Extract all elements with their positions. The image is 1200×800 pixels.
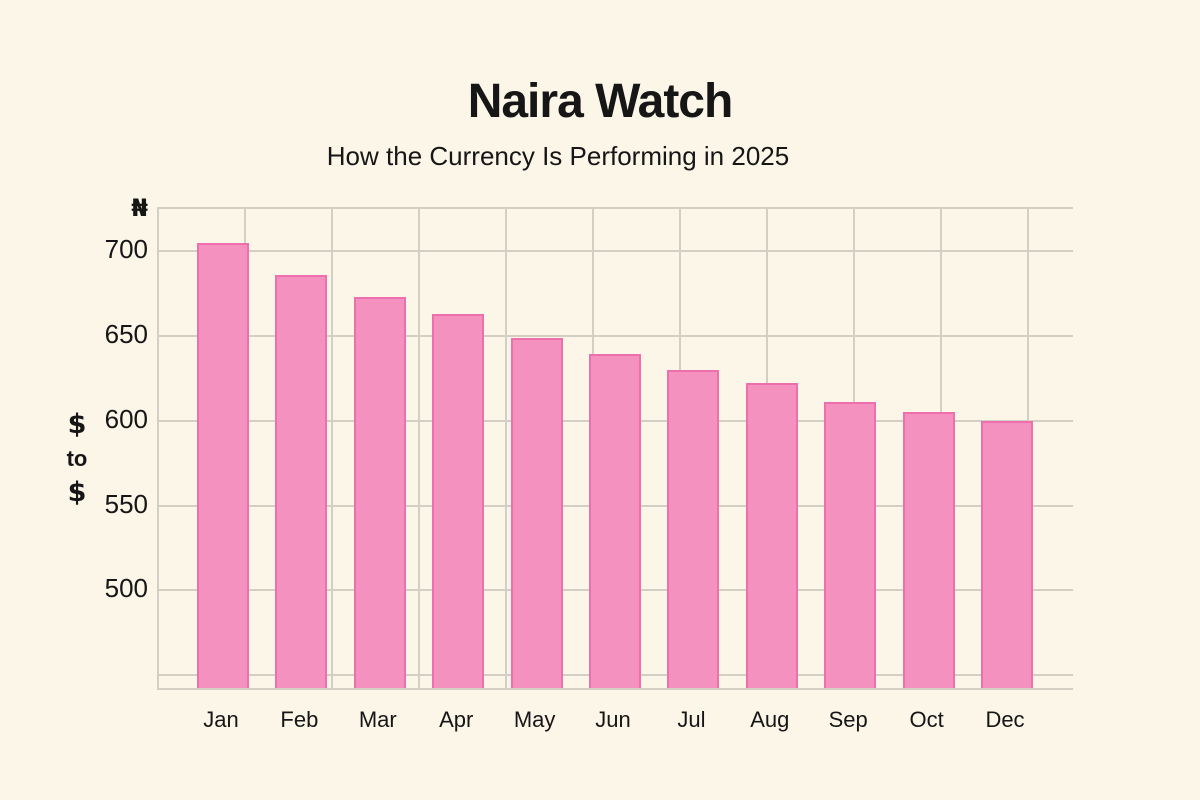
bar-apr (432, 313, 485, 688)
bar-jan (197, 242, 249, 688)
bar-may (510, 337, 563, 688)
y-tick-label-500: 500 (104, 573, 148, 604)
y-axis-label-to: to (66, 446, 88, 471)
naira-currency-unit-label: ₦ (131, 194, 148, 222)
x-tick-label-may: May (513, 707, 556, 732)
h-gridline-650 (159, 335, 1073, 338)
h-gridline-700 (159, 250, 1073, 253)
x-tick-label-jun: Jun (595, 707, 631, 732)
y-tick-label-550: 550 (104, 488, 148, 519)
y-tick-label-700: 700 (104, 234, 148, 265)
bar-dec (981, 420, 1033, 688)
y-axis-label-dollar-top: $ (67, 409, 87, 440)
bar-feb (275, 274, 328, 688)
x-tick-label-apr: Apr (439, 707, 474, 732)
v-gridline-2 (331, 209, 333, 688)
bar-oct (902, 412, 955, 688)
x-tick-label-dec: Dec (985, 707, 1025, 732)
x-tick-label-mar: Mar (358, 707, 397, 732)
y-tick-label-600: 600 (104, 403, 148, 434)
v-gridline-4 (505, 209, 507, 688)
y-axis-label: $ to $ (48, 407, 106, 511)
y-axis-label-dollar-bottom: $ (67, 477, 87, 508)
x-tick-label-jan: Jan (203, 707, 239, 732)
x-tick-label-feb: Feb (280, 707, 319, 732)
bar-jun (589, 354, 641, 688)
v-gridline-3 (418, 209, 420, 688)
y-tick-label-650: 650 (104, 319, 148, 350)
chart-title: Naira Watch (467, 75, 734, 129)
bar-aug (745, 383, 798, 688)
x-tick-label-aug: Aug (750, 707, 790, 732)
bar-jul (667, 369, 720, 688)
bar-mar (353, 296, 406, 688)
chart-subtitle: How the Currency Is Performing in 2025 (326, 140, 790, 171)
bar-sep (824, 401, 877, 688)
x-tick-label-sep: Sep (828, 707, 868, 732)
x-tick-label-oct: Oct (909, 707, 944, 732)
plot-area (157, 207, 1073, 690)
x-tick-label-jul: Jul (677, 707, 706, 732)
